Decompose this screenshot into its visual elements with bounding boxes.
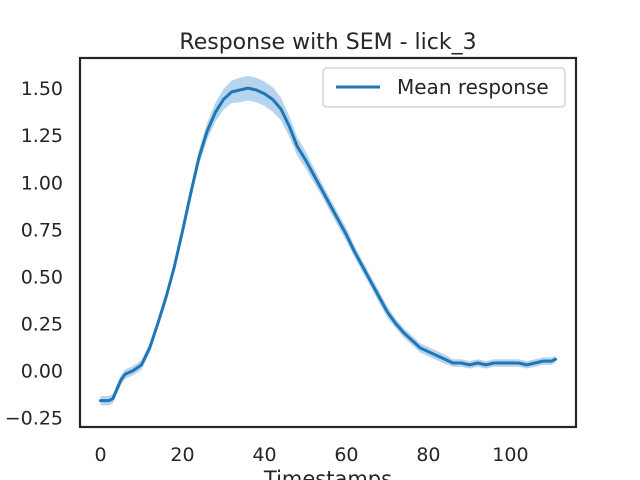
y-tick-label: −0.25 [5,408,63,430]
x-tick-label: 0 [94,444,106,466]
x-tick-label: 100 [492,444,528,466]
legend-box [322,67,566,108]
y-tick-label: 0.50 [21,266,63,288]
plot-frame [78,56,578,429]
y-tick-label: 1.25 [21,125,63,147]
chart-title: Response with SEM - lick_3 [179,30,476,55]
x-tick-label: 40 [252,444,276,466]
y-axis-ticks: −0.25 0.00 0.25 0.50 0.75 1.00 1.25 1.50 [5,78,63,429]
y-tick-label: 0.25 [21,313,63,335]
plot-area [99,75,557,406]
x-axis-label: Timestamps [263,467,392,480]
x-tick-label: 60 [334,444,358,466]
y-tick-label: 0.75 [21,219,63,241]
legend-series-label: Mean response [397,75,549,99]
y-tick-label: 0.00 [21,361,63,383]
legend: Mean response [322,67,566,108]
x-tick-label: 80 [416,444,440,466]
y-tick-label: 1.00 [21,172,63,194]
y-tick-label: 1.50 [21,78,63,100]
x-axis-ticks: 0 20 40 60 80 100 [94,444,528,466]
series-line-mean-response [99,86,557,403]
x-tick-label: 20 [170,444,194,466]
